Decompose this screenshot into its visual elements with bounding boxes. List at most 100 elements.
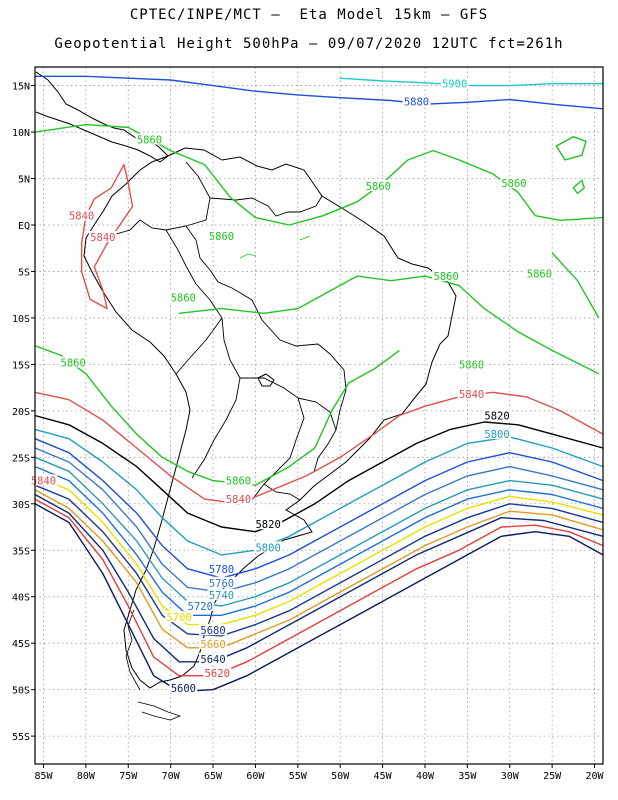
contour-label-bg: [59, 356, 88, 368]
contour-label-5760: 5760: [209, 578, 234, 590]
contour-5860: [555, 135, 587, 161]
contour-label-5860: 5860: [501, 178, 526, 190]
contour-label-5900: 5900: [442, 79, 467, 91]
contour-label-bg: [169, 681, 198, 693]
lat-tick-label: 5S: [18, 267, 30, 278]
contour-label-5860: 5860: [209, 231, 234, 243]
map-frame: [34, 66, 604, 765]
contour-label-5740: 5740: [209, 590, 234, 602]
lat-tick-label: 30S: [12, 500, 30, 511]
lat-tick-label: 5N: [18, 175, 30, 186]
contour-label-bg: [224, 474, 253, 486]
lon-tick-label: 70W: [162, 771, 181, 782]
contour-5760: [34, 447, 604, 593]
lon-tick-label: 20W: [585, 771, 604, 782]
lon-tick-label: 85W: [34, 771, 53, 782]
contour-label-bg: [207, 230, 236, 242]
contour-label-bg: [364, 179, 393, 191]
axes: 15N 10N 5N EQ 5S 10S 15S 20S 25S 30S 35S 40S 45S 50S 5…: [12, 82, 605, 782]
contour-5820: [34, 414, 604, 533]
lon-tick-label: 30W: [501, 771, 520, 782]
contour-5840: [80, 163, 134, 310]
contour-5860: [34, 345, 400, 486]
contour-label-5860: 5860: [366, 181, 391, 193]
contour-5660: [34, 489, 604, 649]
lat-tick-label: 10N: [12, 128, 30, 139]
contour-label-5640: 5640: [200, 654, 225, 666]
contour-label-5800: 5800: [255, 542, 280, 554]
contour-5640: [34, 493, 604, 663]
contour-label-5700: 5700: [166, 612, 191, 624]
contour-label-bg: [254, 518, 283, 530]
contour-label-bg: [457, 388, 486, 400]
contour-label-bg: [29, 474, 58, 486]
contour-label-5680: 5680: [200, 625, 225, 637]
lon-tick-label: 55W: [289, 771, 308, 782]
contour-labels: 5900 5880 5860 5860 5860 5860 5860 5860 5860 5860…: [29, 77, 554, 695]
contour-label-5860: 5860: [137, 134, 162, 146]
contour-5620: [34, 498, 604, 677]
patagonia-islands: [125, 609, 182, 721]
contour-label-bg: [207, 576, 236, 588]
contour-label-bg: [499, 177, 528, 189]
contour-label-5840: 5840: [31, 476, 56, 488]
contour-label-bg: [207, 588, 236, 600]
contour-label-5820: 5820: [255, 519, 280, 531]
contour-label-bg: [432, 270, 461, 282]
contour-5680: [34, 484, 604, 637]
contour-5860: [179, 275, 600, 375]
lon-tick-label: 65W: [204, 771, 223, 782]
contour-label-5620: 5620: [205, 668, 230, 680]
contour-label-5860: 5860: [527, 268, 552, 280]
contour-5840: [34, 391, 604, 505]
lat-tick-label: 40S: [12, 593, 30, 604]
contour-5780: [34, 438, 604, 579]
central-america-coastline: [35, 71, 169, 163]
lat-tick-label: 50S: [12, 686, 30, 697]
contour-label-bg: [457, 358, 486, 370]
map-subtitle: Geopotential Height 500hPa – 09/07/2020 …: [54, 36, 564, 52]
contour-label-bg: [203, 666, 232, 678]
contour-label-5820: 5820: [484, 411, 509, 423]
contour-label-bg: [402, 95, 431, 107]
amazon-river: [239, 235, 311, 259]
contour-label-bg: [254, 541, 283, 553]
contour-5880: [35, 75, 604, 110]
contour-label-bg: [207, 562, 236, 574]
contour-label-5840: 5840: [459, 389, 484, 401]
contour-label-5840: 5840: [69, 211, 94, 223]
contour-lines: [34, 75, 604, 693]
contour-label-5780: 5780: [209, 564, 234, 576]
lat-tick-label: 35S: [12, 546, 30, 557]
lon-tick-label: 50W: [331, 771, 350, 782]
lake-titicaca: [257, 373, 275, 387]
contour-label-bg: [88, 231, 117, 243]
contour-label-bg: [165, 611, 194, 623]
lon-tick-label: 75W: [119, 771, 138, 782]
contour-label-5800: 5800: [484, 429, 509, 441]
contour-label-5720: 5720: [188, 601, 213, 613]
contour-5720: [34, 465, 604, 616]
contour-5860: [572, 179, 585, 195]
contour-5800: [34, 428, 604, 556]
lat-tick-label: 15N: [12, 82, 30, 93]
contour-label-5840: 5840: [90, 232, 115, 244]
contour-label-bg: [199, 638, 228, 650]
contour-label-5860: 5860: [226, 476, 251, 488]
contour-5860: [551, 252, 600, 319]
lat-tick-label: 45S: [12, 639, 30, 650]
coastlines: [35, 71, 457, 721]
contour-label-5600: 5600: [171, 683, 196, 695]
lat-tick-label: 25S: [12, 453, 30, 464]
contour-label-5860: 5860: [459, 359, 484, 371]
lat-tick-label: 20S: [12, 407, 30, 418]
contour-label-bg: [135, 133, 164, 145]
contour-label-bg: [483, 428, 512, 440]
contour-label-5860: 5860: [434, 271, 459, 283]
contour-label-bg: [67, 209, 96, 221]
contour-label-5840: 5840: [226, 494, 251, 506]
lon-tick-label: 45W: [374, 771, 393, 782]
contour-label-bg: [169, 291, 198, 303]
